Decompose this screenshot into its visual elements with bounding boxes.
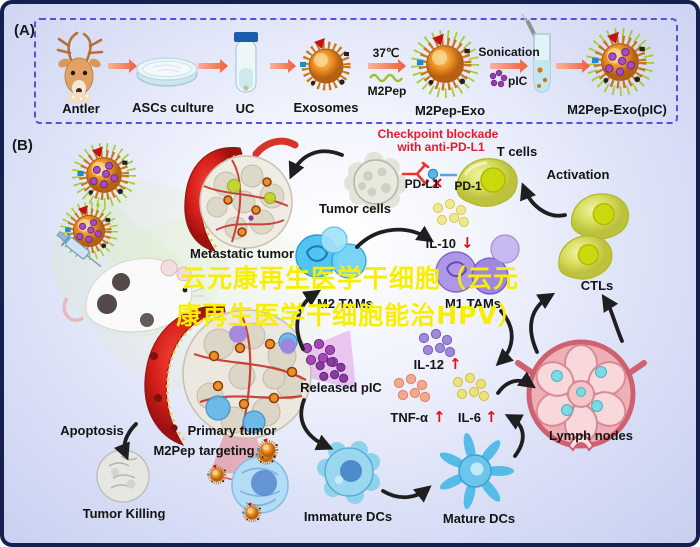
label-il10: IL-10 bbox=[426, 236, 456, 251]
label-m2pep-exo-pic: M2Pep-Exo(pIC) bbox=[567, 102, 667, 117]
label-m1-tams: M1 TAMs bbox=[445, 296, 501, 311]
m2-tam-cells bbox=[295, 226, 367, 279]
label-m2pep-targeting: M2Pep targeting bbox=[153, 443, 254, 458]
flow-arrows bbox=[113, 149, 624, 503]
panel-a-dashed-frame bbox=[34, 18, 678, 124]
tnf-trend-arrow: ↑ bbox=[433, 408, 446, 426]
deer-antler-icon bbox=[56, 31, 104, 104]
figure-artwork: (A) Antler ASCs culture UC Exosomes M2Pe… bbox=[12, 13, 667, 526]
label-antler: Antler bbox=[62, 101, 100, 116]
il12-trend-arrow: ↑ bbox=[449, 355, 462, 373]
targeted-macrophage-illustration bbox=[205, 442, 289, 523]
lymph-node-illustration bbox=[515, 339, 647, 452]
label-checkpoint-line2: with anti-PD-L1 bbox=[396, 140, 485, 154]
label-tumor-killing: Tumor Killing bbox=[83, 506, 166, 521]
label-m2pep: M2Pep bbox=[368, 84, 407, 98]
petri-dish-icon bbox=[136, 57, 198, 87]
label-pd-1: PD-1 bbox=[454, 179, 482, 193]
mouse-illustration bbox=[62, 257, 204, 333]
label-m2-tams: M2 TAMs bbox=[317, 296, 373, 311]
m2pep-peptide-icon bbox=[369, 73, 403, 83]
ctl-cell-illustration-2 bbox=[558, 235, 613, 280]
exosome-icon bbox=[300, 38, 349, 87]
label-t-cells: T cells bbox=[497, 144, 537, 159]
process-arrows bbox=[108, 59, 590, 73]
label-il12: IL-12 bbox=[414, 357, 444, 372]
label-pd-l1: PD-L1 bbox=[405, 177, 440, 191]
ctl-cell-illustration bbox=[570, 193, 630, 240]
label-ctls: CTLs bbox=[581, 278, 614, 293]
pic-dots-icon bbox=[489, 69, 508, 88]
label-checkpoint-line1: Checkpoint blockade bbox=[378, 127, 499, 141]
il10-dots bbox=[432, 198, 470, 228]
tnf-dots bbox=[393, 373, 431, 403]
anti-pd-l1-antibody-icon bbox=[401, 161, 457, 188]
label-ascs-culture: ASCs culture bbox=[132, 100, 214, 115]
label-37c: 37℃ bbox=[373, 46, 400, 60]
tumor-cell-illustration bbox=[344, 152, 407, 213]
label-metastatic-tumor: Metastatic tumor bbox=[190, 246, 294, 261]
label-tnf: TNF-α bbox=[390, 410, 428, 425]
label-exosomes: Exosomes bbox=[293, 100, 358, 115]
t-cell-illustration bbox=[456, 158, 518, 207]
metastatic-tumor-illustration bbox=[184, 137, 299, 252]
m2pep-pic-exosome-icon bbox=[591, 32, 649, 91]
sonication-tube-icon bbox=[521, 13, 551, 93]
il6-trend-arrow: ↑ bbox=[485, 408, 498, 426]
syringe-icon bbox=[56, 230, 102, 268]
il10-trend-arrow: ↓ bbox=[461, 234, 474, 252]
m1-tam-cells bbox=[435, 234, 520, 295]
il12-dots bbox=[418, 328, 456, 358]
label-released-pic: Released pIC bbox=[300, 380, 382, 395]
centrifuge-tube-icon bbox=[234, 32, 258, 93]
panel-a: (A) Antler ASCs culture UC Exosomes M2Pe… bbox=[14, 13, 667, 118]
m2pep-exosome-icon bbox=[416, 34, 474, 93]
label-sonication: Sonication bbox=[478, 45, 539, 59]
immature-dc-illustration bbox=[317, 441, 380, 504]
panel-b: (B) bbox=[12, 127, 647, 526]
panel-b-tag: (B) bbox=[12, 137, 33, 154]
blocked-x-icon bbox=[432, 178, 442, 188]
label-lymph-nodes: Lymph nodes bbox=[549, 428, 633, 443]
label-immature-dcs: Immature DCs bbox=[304, 509, 392, 524]
panel-a-tag: (A) bbox=[14, 22, 35, 39]
label-activation: Activation bbox=[547, 167, 610, 182]
label-il6: IL-6 bbox=[458, 410, 481, 425]
label-apoptosis: Apoptosis bbox=[60, 423, 124, 438]
mature-dc-illustration bbox=[439, 432, 514, 510]
label-primary-tumor: Primary tumor bbox=[188, 423, 277, 438]
label-pic: pIC bbox=[508, 74, 528, 88]
label-tumor-cells: Tumor cells bbox=[319, 201, 391, 216]
il6-dots bbox=[452, 372, 490, 402]
dead-tumor-cell-illustration bbox=[96, 449, 150, 503]
label-uc: UC bbox=[236, 101, 255, 116]
label-mature-dcs: Mature DCs bbox=[443, 511, 515, 526]
label-m2pep-exo: M2Pep-Exo bbox=[415, 103, 485, 118]
